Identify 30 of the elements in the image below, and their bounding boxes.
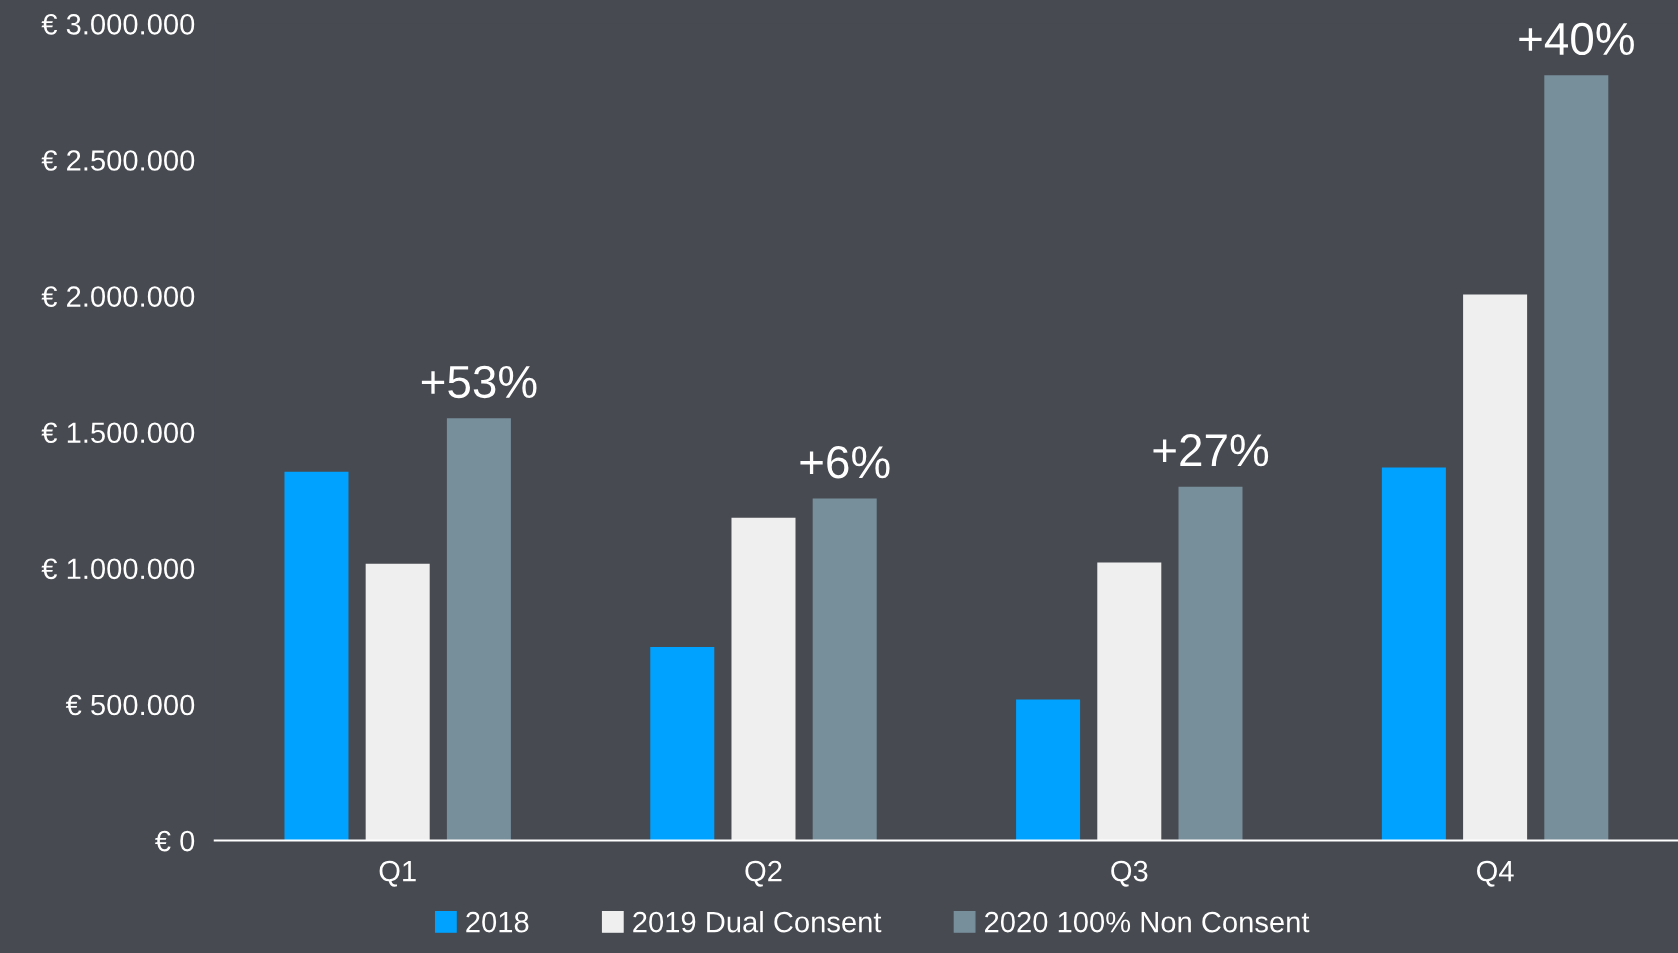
bar: [1097, 562, 1162, 841]
y-tick-label: € 2.000.000: [41, 286, 195, 307]
bar: [1463, 294, 1528, 841]
bar: [812, 498, 877, 841]
bar: [1016, 699, 1081, 841]
annotation: +53%: [421, 365, 537, 399]
bar: [650, 646, 715, 841]
bar: [731, 517, 796, 841]
x-tick-label: Q2: [745, 860, 782, 887]
y-tick-label: € 2.500.000: [41, 150, 195, 171]
bar: [1544, 75, 1609, 841]
bar: [446, 418, 511, 841]
annotation: +6%: [800, 445, 890, 479]
y-tick-label: € 3.000.000: [41, 14, 195, 35]
x-tick-label: Q1: [379, 860, 416, 887]
y-tick-label: € 500.000: [65, 694, 195, 716]
legend-label: 2019 Dual Consent: [633, 911, 882, 933]
x-tick-label: Q4: [1477, 860, 1514, 887]
bar: [284, 471, 349, 841]
annotation: +40%: [1519, 22, 1634, 56]
legend-label: 2020 100% Non Consent: [985, 911, 1310, 933]
y-tick-label: € 1.500.000: [41, 422, 195, 444]
legend-label: 2018: [466, 911, 529, 933]
y-tick-label: € 0: [155, 830, 195, 852]
bar: [365, 563, 430, 841]
annotation: +27%: [1153, 434, 1269, 467]
bar: [1381, 467, 1446, 841]
x-tick-label: Q3: [1111, 860, 1148, 887]
bar: [1178, 486, 1243, 841]
y-tick-label: € 1.000.000: [41, 558, 195, 580]
